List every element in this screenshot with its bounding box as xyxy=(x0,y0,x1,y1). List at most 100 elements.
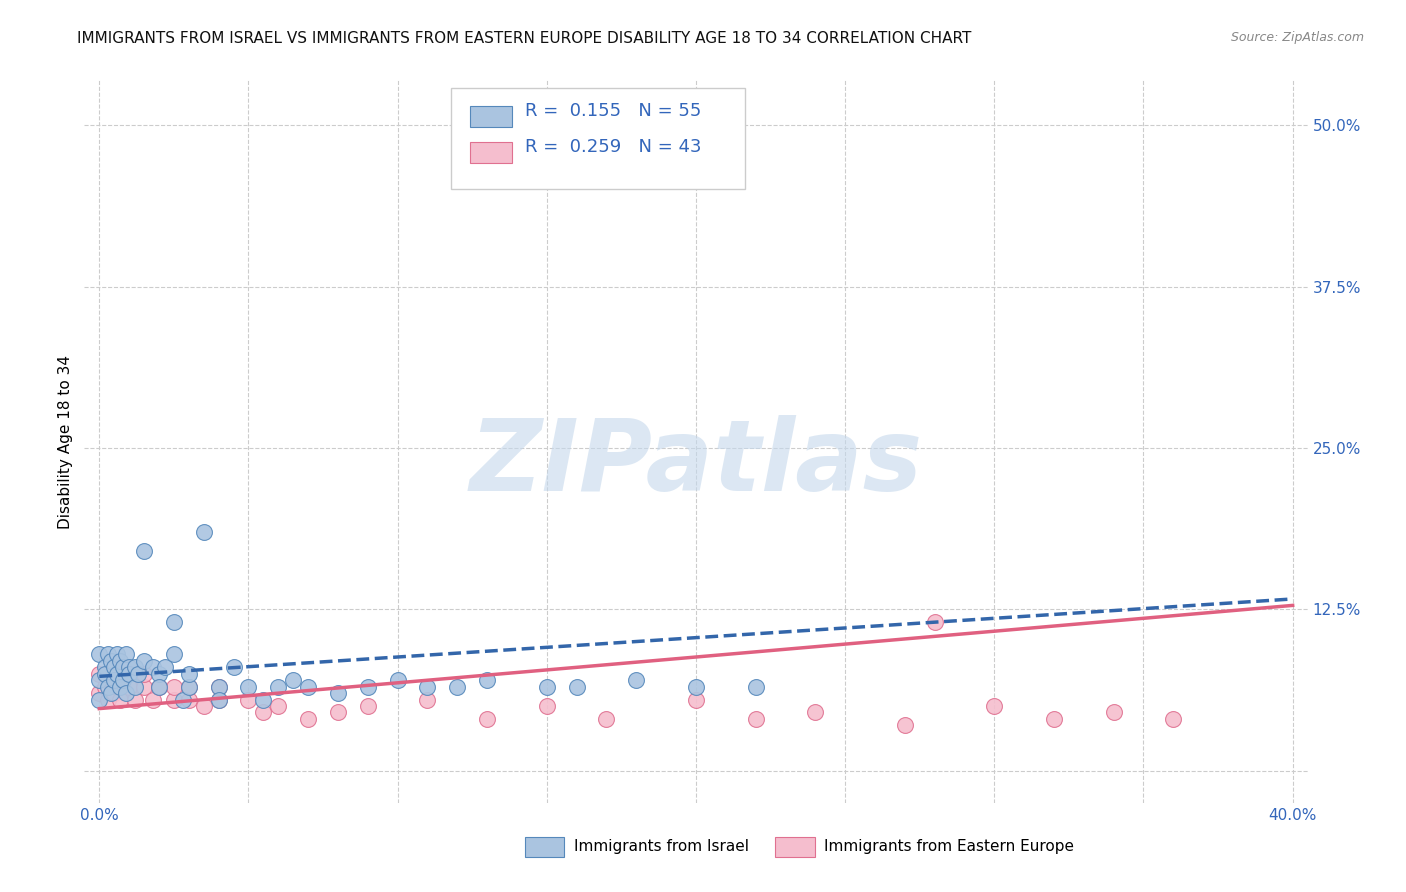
Point xyxy=(105,666,128,681)
Point xyxy=(267,680,290,694)
FancyBboxPatch shape xyxy=(451,87,745,189)
Point xyxy=(238,680,260,694)
FancyBboxPatch shape xyxy=(524,837,564,857)
Point xyxy=(983,699,1005,714)
Point xyxy=(105,648,128,662)
Point xyxy=(89,686,111,700)
Point xyxy=(207,680,229,694)
Point xyxy=(744,680,766,694)
Point xyxy=(326,706,349,720)
Point xyxy=(132,544,155,558)
Text: ZIPatlas: ZIPatlas xyxy=(470,415,922,512)
Point xyxy=(387,673,409,688)
Point xyxy=(207,692,229,706)
Point xyxy=(252,706,274,720)
Point xyxy=(108,692,131,706)
Point xyxy=(416,680,439,694)
Point xyxy=(112,673,135,688)
Point xyxy=(148,666,170,681)
Point xyxy=(177,666,200,681)
Point xyxy=(108,654,131,668)
Point xyxy=(267,699,290,714)
Point xyxy=(148,680,170,694)
Point xyxy=(177,680,200,694)
Point xyxy=(103,686,125,700)
Point xyxy=(177,692,200,706)
Point xyxy=(142,692,165,706)
Point xyxy=(124,692,146,706)
Point xyxy=(475,673,498,688)
Text: Immigrants from Eastern Europe: Immigrants from Eastern Europe xyxy=(824,839,1074,855)
FancyBboxPatch shape xyxy=(776,837,814,857)
Point xyxy=(207,692,229,706)
Point xyxy=(118,666,141,681)
Point xyxy=(1102,706,1125,720)
Point xyxy=(103,660,125,674)
Point xyxy=(100,673,122,688)
Point xyxy=(94,666,117,681)
Point xyxy=(89,648,111,662)
Point xyxy=(94,680,117,694)
Point xyxy=(124,680,146,694)
Point xyxy=(595,712,617,726)
Point xyxy=(252,692,274,706)
Point xyxy=(112,660,135,674)
Point xyxy=(207,680,229,694)
Point xyxy=(222,660,245,674)
Point xyxy=(115,686,138,700)
Point xyxy=(105,680,128,694)
Point xyxy=(112,673,135,688)
Text: R =  0.259   N = 43: R = 0.259 N = 43 xyxy=(524,138,702,156)
Point xyxy=(416,692,439,706)
FancyBboxPatch shape xyxy=(470,105,513,128)
Point xyxy=(894,718,917,732)
Point xyxy=(89,692,111,706)
Text: Source: ZipAtlas.com: Source: ZipAtlas.com xyxy=(1230,31,1364,45)
Point xyxy=(536,680,558,694)
Point xyxy=(804,706,827,720)
Point xyxy=(193,699,215,714)
Point xyxy=(115,648,138,662)
Point xyxy=(297,712,319,726)
Point xyxy=(924,615,946,630)
Point xyxy=(177,680,200,694)
Point xyxy=(1163,712,1185,726)
Point xyxy=(97,648,120,662)
Point xyxy=(1043,712,1066,726)
Y-axis label: Disability Age 18 to 34: Disability Age 18 to 34 xyxy=(58,354,73,529)
Point xyxy=(153,660,176,674)
Point xyxy=(357,699,380,714)
Point xyxy=(163,680,186,694)
Point xyxy=(744,712,766,726)
Point xyxy=(685,680,707,694)
Point xyxy=(685,692,707,706)
FancyBboxPatch shape xyxy=(470,142,513,163)
Point xyxy=(163,648,186,662)
Point xyxy=(127,666,149,681)
Point xyxy=(100,686,122,700)
Point xyxy=(357,680,380,694)
Point xyxy=(100,654,122,668)
Point xyxy=(172,692,194,706)
Point xyxy=(132,666,155,681)
Text: Immigrants from Israel: Immigrants from Israel xyxy=(574,839,748,855)
Point xyxy=(283,673,305,688)
Text: R =  0.155   N = 55: R = 0.155 N = 55 xyxy=(524,103,702,120)
Point xyxy=(475,712,498,726)
Point xyxy=(565,680,588,694)
Point xyxy=(132,654,155,668)
Point xyxy=(118,660,141,674)
Point xyxy=(89,673,111,688)
Point xyxy=(97,692,120,706)
Point xyxy=(108,680,131,694)
Point xyxy=(626,673,648,688)
Point xyxy=(142,660,165,674)
Point xyxy=(238,692,260,706)
Point xyxy=(94,660,117,674)
Point xyxy=(193,524,215,539)
Point xyxy=(89,666,111,681)
Point xyxy=(326,686,349,700)
Point xyxy=(446,680,468,694)
Point xyxy=(148,680,170,694)
Point xyxy=(103,666,125,681)
